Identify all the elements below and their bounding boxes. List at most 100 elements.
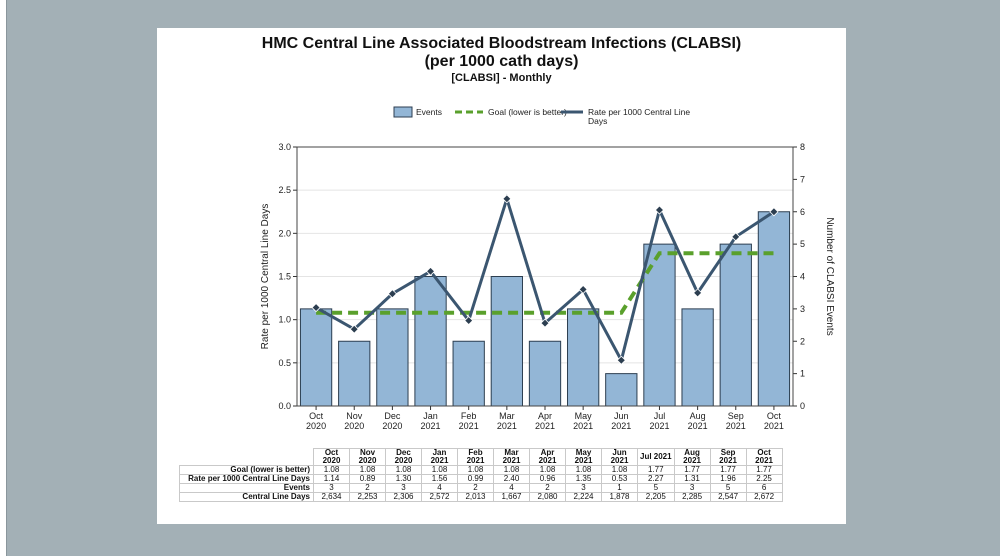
chart-title-line2: (per 1000 cath days) [424,53,579,70]
x-tick-label-line: Aug [690,411,706,421]
x-tick-label-line: Mar [499,411,515,421]
x-tick-label-line: Feb [461,411,477,421]
bar-events [605,373,638,407]
x-tick-label-line: 2021 [459,421,479,431]
table-header-row: Oct 2020 Nov 2020 Dec 2020 Jan 2021 Feb 2021 Mar 20… [180,448,783,466]
x-tick-label: Sep 2021 [726,411,746,431]
table-corner [180,449,314,466]
y2-tick-label: 2 [800,336,805,346]
bar-events [757,211,791,407]
y-tick-label: 2.0 [278,228,291,238]
rate-point [693,288,703,298]
y2-tick-label: 1 [800,369,805,379]
legend-label-line: Days [588,116,607,126]
x-tick-label-line: Sep [728,411,744,421]
table-column-header: Dec 2020 [385,448,422,466]
rate-point [654,205,665,215]
data-table: Oct 2020 Nov 2020 Dec 2020 Jan 2021 Feb 2021 Mar 20… [179,448,783,502]
x-tick-label-line: 2021 [535,421,555,431]
table-column-header: Apr 2021 [529,448,566,466]
x-tick-label-line: Jul [654,411,666,421]
y2-tick-label: 5 [800,239,805,249]
x-tick-label-line: Nov [346,411,363,421]
table-column-header: Jan 2021 [421,448,458,466]
table-cell: 1,667 [493,492,530,502]
rate-point [349,324,359,334]
table-column-header: May 2021 [565,448,602,466]
y-axis-title: Rate per 1000 Central Line Days [260,204,271,350]
x-tick-label: May 2021 [573,411,593,431]
rate-point [731,232,741,242]
chart-subtitle: [CLABSI] - Monthly [451,72,552,84]
x-tick-label: Jul 2021 [649,411,669,431]
table-row: Events 3 2 3 4 2 4 2 3 1 5 3 5 6 [179,483,783,493]
bar-events [490,276,523,407]
x-tick-label-line: 2021 [421,421,441,431]
chart-title: HMC Central Line Associated Bloodstream … [261,35,742,52]
bar-events [299,308,333,407]
table-column-header: Sep 2021 [709,448,747,466]
x-tick-label: Apr 2021 [535,411,555,431]
x-tick-label-line: 2021 [497,421,517,431]
table-cell: 2,672 [745,492,783,502]
table-column-header: Aug 2021 [673,448,711,466]
y2-tick-label: 6 [800,207,805,217]
y2-tick-label: 8 [800,142,805,152]
table-column-header: Mar 2021 [493,448,530,466]
x-tick-label-line: Apr [538,411,552,421]
x-tick-label-line: 2020 [306,421,326,431]
x-tick-label-line: 2021 [649,421,669,431]
table-cell: 2,013 [457,492,494,502]
table-column-header: Oct 2021 [745,448,783,466]
bar-events [414,276,447,407]
table-column-header: Oct 2020 [313,448,350,466]
bar-events [528,340,562,407]
table-column-header: Jun 2021 [601,448,638,466]
y-tick-label: 1.0 [278,315,291,325]
table-cell: 2,572 [421,492,458,502]
bar-events [338,340,371,407]
x-tick-label-line: 2021 [726,421,746,431]
x-tick-label: Jun 2021 [611,411,631,431]
x-tick-label-line: 2021 [688,421,708,431]
report-panel: HMC Central Line Associated Bloodstream … [157,28,846,524]
table-row-label: Central Line Days [179,492,314,502]
x-tick-label-line: Oct [309,411,324,421]
rate-point [387,289,397,299]
x-tick-label-line: 2020 [344,421,364,431]
x-tick-label: Oct 2021 [764,411,784,431]
table-cell: 2,080 [529,492,566,502]
x-tick-label-line: Dec [384,411,401,421]
x-tick-label-line: Oct [767,411,782,421]
x-tick-label: Aug 2021 [688,411,708,431]
y2-tick-label: 7 [800,174,805,184]
y-tick-label: 1.5 [278,272,291,282]
x-tick-label: Feb 2021 [459,411,479,431]
table-cell: 2,224 [565,492,602,502]
rate-point [578,284,588,295]
x-tick-label-line: 2021 [764,421,784,431]
bar-events [719,243,752,407]
legend-swatch-events [393,106,413,118]
x-tick-label: Nov 2020 [344,411,364,431]
table-cell: 2,634 [313,492,350,502]
table-cell: 2,306 [385,492,422,502]
bar-events [452,340,485,407]
table-row: Central Line Days 2,634 2,253 2,306 2,572 2,0… [179,492,783,502]
x-tick-label: Mar 2021 [497,411,517,431]
table-cell: 2,253 [349,492,386,502]
rate-point [616,355,626,365]
x-tick-label: Dec 2020 [382,411,402,431]
table-cell: 2,205 [637,492,675,502]
y2-tick-label: 0 [800,401,805,411]
x-tick-label-line: 2021 [611,421,631,431]
bar-events [376,308,409,407]
table-column-header: Jul 2021 [637,448,675,466]
table-cell: 2,285 [673,492,711,502]
table-column-header: Nov 2020 [349,448,386,466]
x-tick-label-line: Jun [614,411,629,421]
window-edge [0,0,7,556]
x-tick-label: Jan 2021 [421,411,441,431]
y2-tick-label: 4 [800,272,805,282]
